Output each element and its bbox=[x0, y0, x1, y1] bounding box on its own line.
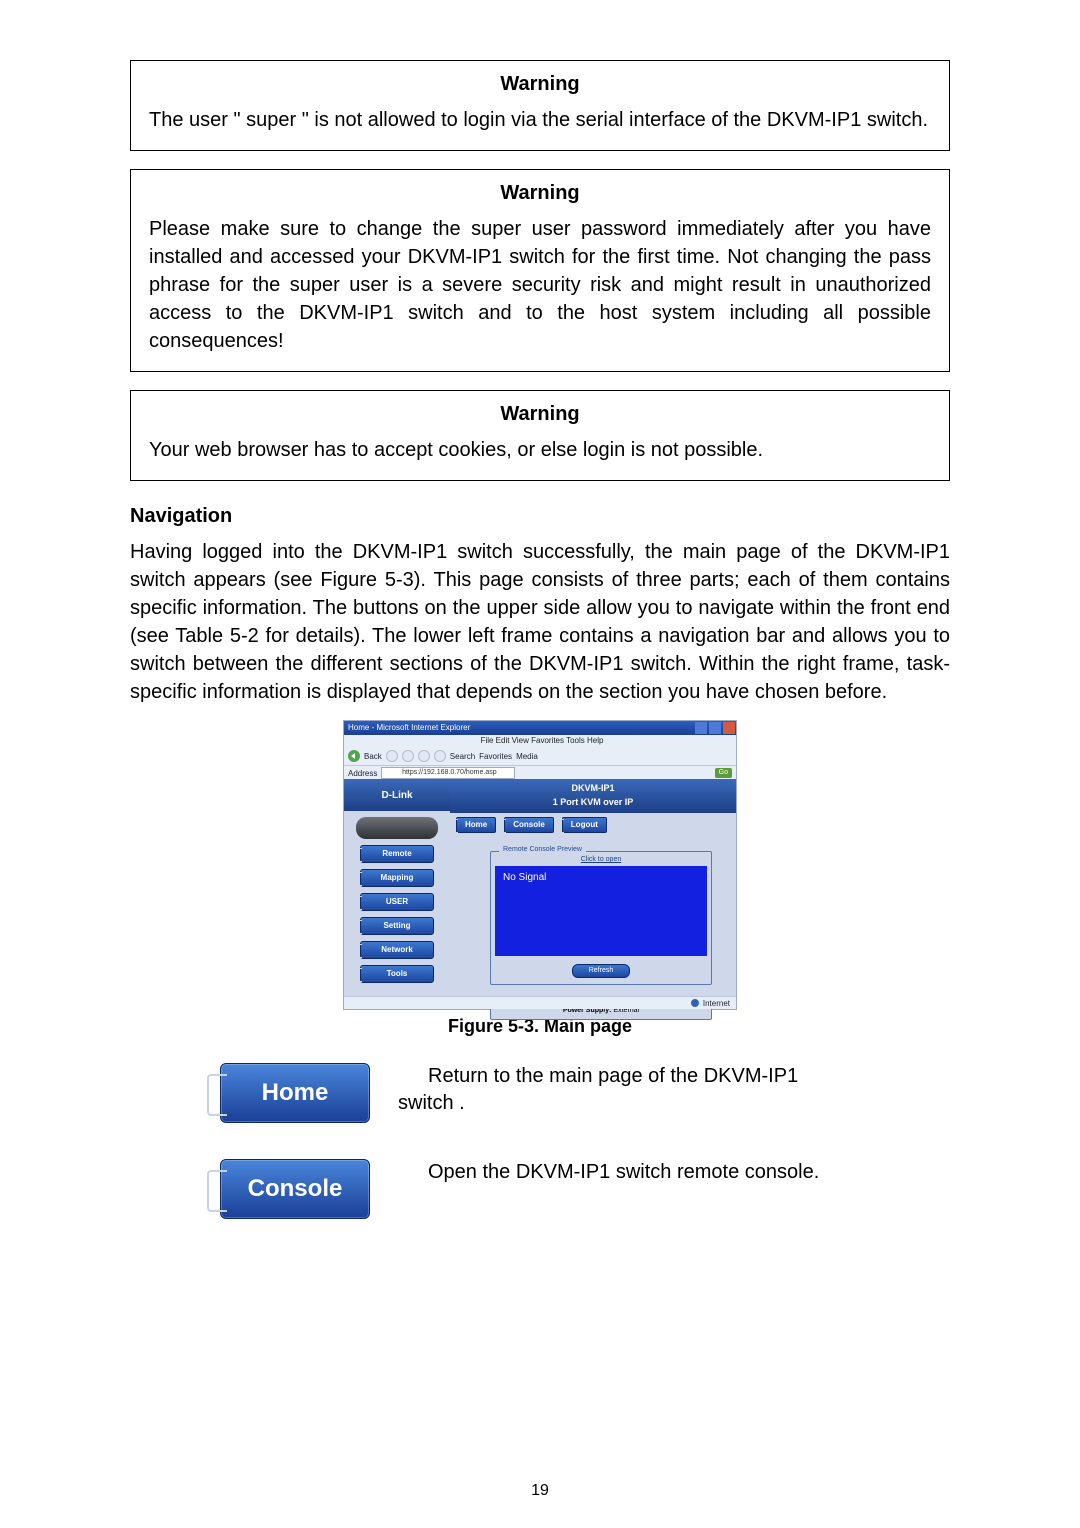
ie-statusbar: Internet bbox=[344, 996, 736, 1009]
console-button[interactable]: Console bbox=[220, 1159, 370, 1219]
ie-menubar[interactable]: File Edit View Favorites Tools Help bbox=[344, 735, 736, 747]
warning-box-3: Warning Your web browser has to accept c… bbox=[130, 390, 950, 481]
button-row-console: Console Open the DKVM-IP1 switch remote … bbox=[220, 1159, 950, 1219]
refresh-icon[interactable] bbox=[418, 750, 430, 762]
warning-text: The user " super " is not allowed to log… bbox=[149, 106, 931, 134]
header-line2: 1 Port KVM over IP bbox=[450, 795, 736, 809]
media-label[interactable]: Media bbox=[516, 752, 538, 761]
back-icon[interactable] bbox=[348, 750, 360, 762]
sidebar-item-tools[interactable]: Tools bbox=[360, 965, 434, 983]
sidebar-item-network[interactable]: Network bbox=[360, 941, 434, 959]
figure-main-page: Home - Microsoft Internet Explorer File … bbox=[130, 720, 950, 1037]
home-button-label: Home bbox=[262, 1079, 329, 1107]
home-button[interactable]: Home bbox=[220, 1063, 370, 1123]
remote-console-preview[interactable]: No Signal bbox=[495, 866, 707, 956]
warning-title: Warning bbox=[149, 73, 931, 96]
back-label[interactable]: Back bbox=[364, 752, 382, 761]
home-icon[interactable] bbox=[434, 750, 446, 762]
window-controls bbox=[694, 721, 736, 735]
favorites-label[interactable]: Favorites bbox=[479, 752, 512, 761]
warning-text: Your web browser has to accept cookies, … bbox=[149, 436, 931, 464]
console-button-label: Console bbox=[248, 1175, 343, 1203]
close-icon[interactable] bbox=[723, 722, 735, 734]
app-header: DKVM-IP1 1 Port KVM over IP bbox=[450, 779, 736, 813]
search-label[interactable]: Search bbox=[450, 752, 475, 761]
button-row-home: Home Return to the main page of the DKVM… bbox=[220, 1063, 950, 1123]
screenshot: Home - Microsoft Internet Explorer File … bbox=[343, 720, 737, 1010]
app-main: DKVM-IP1 1 Port KVM over IP Home Console… bbox=[450, 779, 736, 997]
tab-logout[interactable]: Logout bbox=[562, 817, 607, 833]
sidebar-item-mapping[interactable]: Mapping bbox=[360, 869, 434, 887]
tab-home[interactable]: Home bbox=[456, 817, 496, 833]
device-photo bbox=[356, 817, 438, 839]
minimize-icon[interactable] bbox=[695, 722, 707, 734]
stop-icon[interactable] bbox=[402, 750, 414, 762]
address-label: Address bbox=[348, 769, 377, 778]
ie-toolbar: Back Search Favorites Media bbox=[344, 747, 736, 766]
refresh-button[interactable]: Refresh bbox=[572, 964, 630, 978]
console-button-description: Open the DKVM-IP1 switch remote console. bbox=[398, 1159, 819, 1186]
brand-logo: D-Link bbox=[344, 779, 450, 811]
ie-title: Home - Microsoft Internet Explorer bbox=[348, 721, 470, 735]
forward-icon[interactable] bbox=[386, 750, 398, 762]
warning-title: Warning bbox=[149, 403, 931, 426]
maximize-icon[interactable] bbox=[709, 722, 721, 734]
no-signal-text: No Signal bbox=[503, 872, 546, 883]
sidebar-item-user[interactable]: USER bbox=[360, 893, 434, 911]
address-field[interactable]: https://192.168.0.70/home.asp bbox=[381, 767, 515, 779]
sidebar-item-remote[interactable]: Remote bbox=[360, 845, 434, 863]
click-to-open-link[interactable]: Click to open bbox=[495, 856, 707, 863]
tabs-row: Home Console Logout bbox=[456, 817, 736, 833]
internet-zone-icon bbox=[691, 999, 699, 1007]
ie-content: D-Link Remote Mapping USER Setting Netwo… bbox=[344, 779, 736, 997]
panel-legend: Remote Console Preview bbox=[499, 846, 586, 853]
section-heading-navigation: Navigation bbox=[130, 505, 950, 528]
sidebar-item-setting[interactable]: Setting bbox=[360, 917, 434, 935]
go-button[interactable]: Go bbox=[715, 768, 732, 778]
warning-box-2: Warning Please make sure to change the s… bbox=[130, 169, 950, 372]
warning-text: Please make sure to change the super use… bbox=[149, 215, 931, 355]
status-text: Internet bbox=[703, 999, 730, 1008]
tab-console[interactable]: Console bbox=[504, 817, 554, 833]
ie-titlebar: Home - Microsoft Internet Explorer bbox=[344, 721, 736, 735]
app-sidebar: D-Link Remote Mapping USER Setting Netwo… bbox=[344, 779, 450, 997]
header-line1: DKVM-IP1 bbox=[450, 781, 736, 795]
warning-title: Warning bbox=[149, 182, 931, 205]
page-number: 19 bbox=[0, 1482, 1080, 1500]
remote-console-panel: Remote Console Preview Click to open No … bbox=[490, 851, 712, 985]
warning-box-1: Warning The user " super " is not allowe… bbox=[130, 60, 950, 151]
home-button-description: Return to the main page of the DKVM-IP1 … bbox=[398, 1063, 828, 1117]
navigation-paragraph: Having logged into the DKVM-IP1 switch s… bbox=[130, 538, 950, 706]
